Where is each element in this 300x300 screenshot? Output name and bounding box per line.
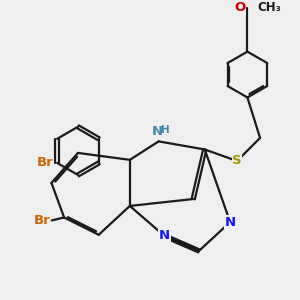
Text: N: N	[224, 216, 236, 229]
Text: Br: Br	[37, 156, 54, 170]
Text: S: S	[232, 154, 242, 167]
Text: O: O	[235, 1, 246, 14]
Text: N: N	[159, 230, 170, 242]
Text: H: H	[161, 125, 170, 135]
Text: Br: Br	[34, 214, 51, 227]
Text: CH₃: CH₃	[258, 1, 281, 14]
Text: N: N	[152, 125, 163, 138]
